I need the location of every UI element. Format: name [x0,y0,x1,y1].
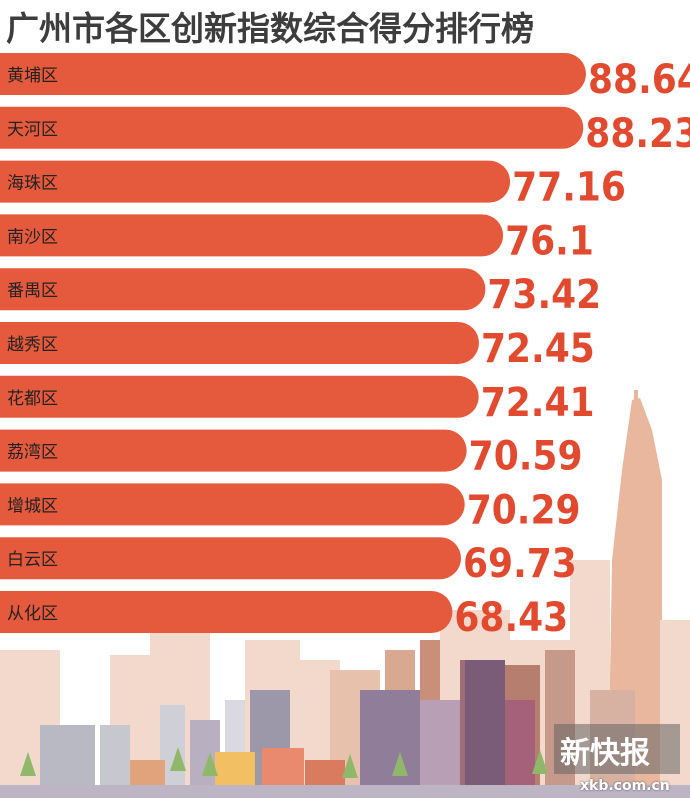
category-label: 荔湾区 [7,443,58,463]
category-label: 番禺区 [7,281,58,301]
category-label: 白云区 [7,550,58,570]
foreground-building [505,700,535,785]
bar [0,591,453,633]
foreground-building [40,725,95,785]
value-label: 88.23 [585,111,690,157]
category-label: 南沙区 [7,227,58,247]
foreground-building [262,748,304,785]
bar [0,160,511,203]
bar [0,483,465,526]
value-label: 70.29 [467,487,581,533]
foreground-building [215,752,255,785]
category-label: 黄埔区 [7,66,58,86]
category-label: 花都区 [7,389,58,409]
bar [0,375,479,418]
value-label: 73.42 [487,272,601,318]
value-label: 88.64 [588,57,690,103]
bar [0,429,467,472]
bar [0,322,479,364]
bar [0,214,504,257]
bar [0,106,584,149]
foreground-building [100,725,130,785]
tree-decoration [202,752,218,776]
category-label: 海珠区 [7,174,58,194]
tree-decoration [392,752,408,776]
tree-decoration [342,754,358,778]
tree-decoration [20,752,36,776]
chart-title: 广州市各区创新指数综合得分排行榜 [6,9,534,48]
foreground-building [130,760,165,785]
category-label: 天河区 [7,120,58,140]
ground-strip [0,785,690,798]
value-label: 76.1 [505,218,594,264]
watermark-brand: 新快报 [560,736,650,771]
watermark-box [554,724,680,774]
value-labels-group: 88.64 88.23 77.16 76.1 73.42 72.45 72.41 70.59 7… [454,57,690,641]
tree-decoration [532,750,548,774]
foreground-building [360,690,420,785]
category-label: 越秀区 [7,335,58,355]
tree-decoration [170,747,186,771]
value-label: 69.73 [463,541,577,587]
value-label: 72.41 [481,380,595,426]
bar [0,537,461,580]
value-label: 70.59 [469,434,583,480]
bar [0,53,586,95]
value-label: 68.43 [454,595,568,641]
foreground-building [465,660,505,785]
category-label: 增城区 [7,496,58,516]
value-label: 77.16 [512,165,626,211]
foreground-building [420,700,460,785]
watermark-url: xkb.com.cn [580,778,670,794]
tower-spire [634,390,638,410]
foreground-building [305,760,345,785]
value-label: 72.45 [481,326,595,372]
bars-group [0,53,586,633]
category-label: 从化区 [7,604,58,624]
bar [0,268,486,311]
